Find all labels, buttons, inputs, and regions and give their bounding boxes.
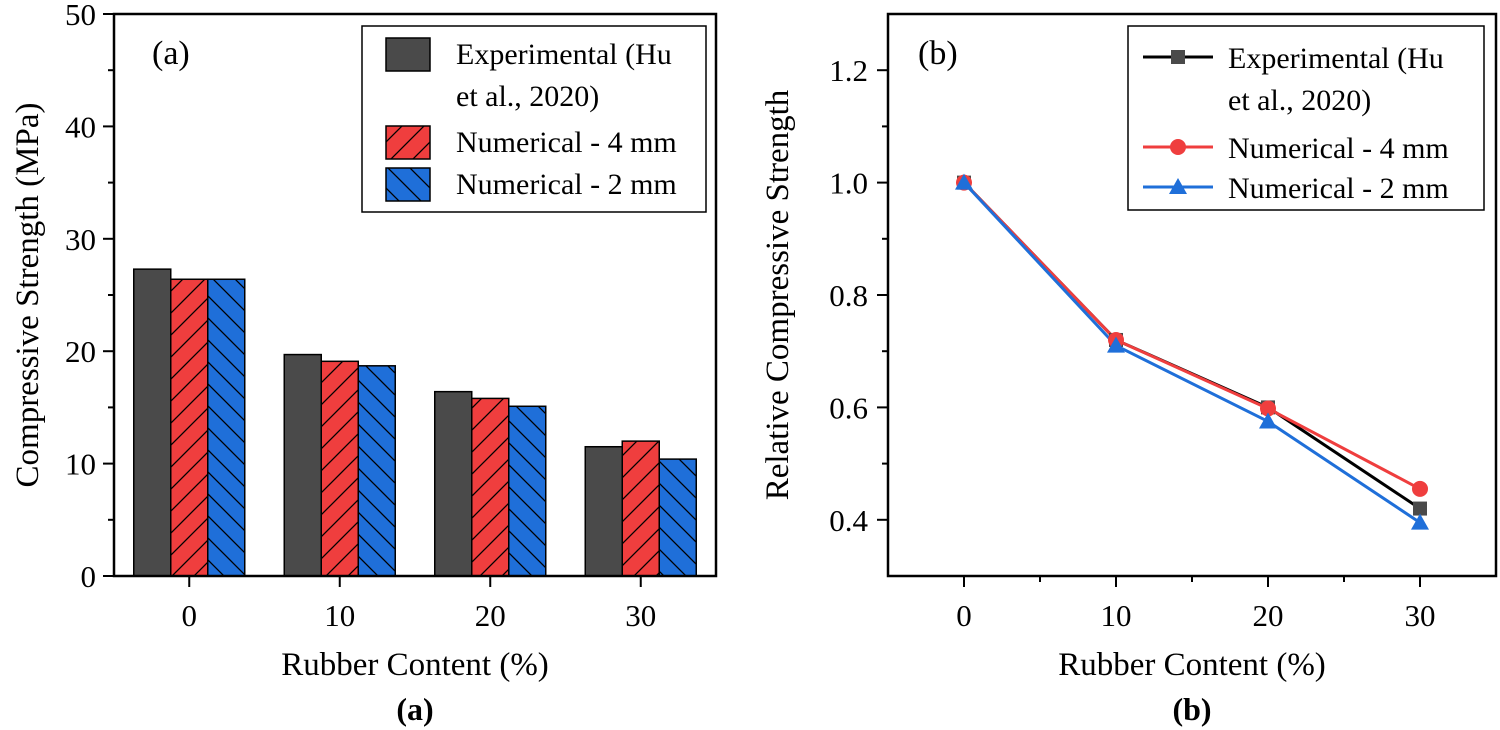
x-tick-label: 30 — [1405, 598, 1436, 633]
x-tick-label: 0 — [182, 598, 198, 633]
legend: Experimental (Hu et al., 2020) Numerical… — [361, 25, 707, 213]
legend: Experimental (Hu et al., 2020) Numerical… — [1127, 25, 1485, 211]
legend-marker-circle — [1170, 139, 1186, 155]
y-axis: 0.4 0.6 0.8 1.0 1.2 — [829, 53, 888, 538]
series-line — [962, 181, 1421, 491]
y-tick-label: 0 — [81, 559, 97, 594]
legend-label: et al., 2020) — [456, 80, 599, 113]
marker-square — [1413, 501, 1427, 516]
legend-swatch-hatch — [385, 167, 431, 202]
y-axis: 0 10 20 30 40 50 — [65, 0, 114, 594]
bar-chart-panel: 0 10 20 30 40 50 0 10 20 30 (a) Compressive Stre… — [10, 0, 718, 727]
bar — [133, 269, 171, 576]
x-tick-label: 0 — [956, 598, 972, 633]
y-tick-label: 30 — [65, 222, 96, 257]
panel-tag: (b) — [918, 35, 958, 72]
y-tick-label: 40 — [65, 109, 96, 144]
y-tick-label: 0.4 — [829, 503, 868, 538]
y-axis-title: Compressive Strength (MPa) — [10, 103, 46, 488]
y-tick-label: 1.0 — [829, 166, 868, 201]
marker-circle — [1260, 400, 1276, 417]
bar-hatch — [321, 361, 359, 576]
legend-label: Experimental (Hu — [456, 38, 672, 71]
series-line — [962, 181, 1421, 524]
y-tick-label: 50 — [65, 0, 96, 32]
x-tick-label: 10 — [1101, 598, 1132, 633]
y-tick-label: 10 — [65, 447, 96, 482]
legend-swatch — [385, 37, 431, 72]
bar-hatch — [622, 441, 660, 576]
x-axis-title: Rubber Content (%) — [281, 647, 549, 683]
x-tick-label: 10 — [324, 598, 355, 633]
bar — [585, 446, 623, 576]
x-tick-label: 30 — [625, 598, 656, 633]
bar-series-group — [133, 268, 697, 577]
marker-triangle — [1107, 336, 1125, 353]
bar — [284, 354, 322, 576]
marker-triangle — [1411, 513, 1429, 530]
x-axis: 0 10 20 30 — [182, 576, 656, 633]
bar-hatch — [471, 398, 509, 576]
y-tick-label: 1.2 — [829, 53, 868, 88]
legend-label: Numerical - 4 mm — [1228, 132, 1449, 165]
x-axis: 0 10 20 30 — [956, 576, 1436, 633]
bar-hatch — [508, 406, 546, 576]
legend-label: Numerical - 2 mm — [456, 168, 677, 201]
y-tick-label: 20 — [65, 334, 96, 369]
bar — [434, 391, 472, 576]
bar-hatch — [207, 279, 245, 576]
marker-triangle — [1259, 412, 1277, 429]
y-tick-label: 0.8 — [829, 278, 868, 313]
marker-triangle — [955, 173, 973, 190]
bar-hatch — [659, 459, 697, 576]
legend-marker-square — [1171, 50, 1185, 64]
legend-label: et al., 2020) — [1228, 84, 1371, 117]
caption: (a) — [396, 691, 433, 727]
legend-label: Numerical - 4 mm — [456, 126, 677, 159]
y-tick-label: 0.6 — [829, 390, 868, 425]
legend-label: Experimental (Hu — [1228, 42, 1444, 75]
x-tick-label: 20 — [1253, 598, 1284, 633]
legend-marker-triangle — [1169, 178, 1187, 194]
legend-swatch-hatch — [385, 125, 431, 160]
series-line — [962, 181, 1421, 510]
x-axis-title: Rubber Content (%) — [1058, 647, 1326, 683]
line-series-group — [955, 173, 1429, 530]
line-chart-panel: 0.4 0.6 0.8 1.0 1.2 0 10 20 30 (b) Relative Com… — [760, 12, 1498, 727]
bar-hatch — [358, 365, 396, 576]
x-tick-label: 20 — [475, 598, 506, 633]
caption: (b) — [1172, 691, 1211, 727]
marker-circle — [1412, 480, 1428, 497]
panel-tag: (a) — [152, 35, 190, 72]
legend-label: Numerical - 2 mm — [1228, 172, 1449, 205]
bar-hatch — [170, 279, 208, 576]
y-axis-title: Relative Compressive Strength — [760, 89, 796, 500]
